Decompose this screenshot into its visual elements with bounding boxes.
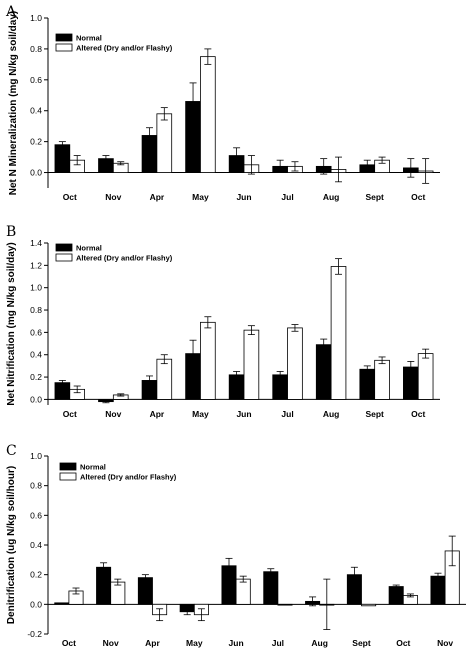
y-tick-label: 0.0 [30,394,42,404]
x-tick-label: Nov [105,409,121,419]
x-tick-label: Nov [103,638,119,648]
y-tick-label: 0.8 [30,481,42,491]
legend-label-altered: Altered (Dry and/or Flashy) [76,44,173,53]
y-tick-label: 1.4 [30,238,42,248]
y-tick-label: 0.8 [30,44,42,54]
bar-altered [200,56,216,173]
bar-altered [200,321,216,400]
legend-swatch-normal [59,462,77,471]
x-tick-label: Jul [281,192,293,202]
x-tick-label: Oct [396,638,410,648]
x-tick-label: Jun [236,192,251,202]
legend-label-normal: Normal [80,463,106,472]
y-tick-label: 1.0 [30,13,42,23]
bar-altered [243,329,260,400]
x-tick-label: Oct [411,409,425,419]
bar-altered [417,353,434,400]
x-tick-label: Oct [62,638,76,648]
x-tick-label: Aug [323,192,340,202]
y-tick-label: 0.0 [30,599,42,609]
y-tick-label: 1.0 [30,451,42,461]
bar-altered [330,266,347,400]
x-tick-label: Aug [323,409,340,419]
x-tick-label: Apr [145,638,160,648]
y-tick-label: 0.6 [30,75,42,85]
bar-altered [361,603,377,607]
y-tick-label: 0.2 [30,570,42,580]
x-tick-label: Oct [63,409,77,419]
bar-altered [235,578,251,605]
y-axis-label: Net Nitrification (mg N/kg soil/day) [6,242,17,405]
x-tick-label: Jun [229,638,244,648]
y-tick-label: 0.0 [30,168,42,178]
x-tick-label: Nov [437,638,453,648]
panel-label: C [6,443,17,459]
x-tick-label: Jun [236,409,251,419]
bar-normal [137,577,153,605]
bar-altered [287,327,303,400]
y-tick-label: 0.8 [30,305,42,315]
x-tick-label: May [192,192,209,202]
legend-label-normal: Normal [76,34,102,43]
y-tick-label: 0.4 [30,540,42,550]
bar-altered [156,113,173,173]
x-tick-label: May [192,409,209,419]
y-tick-label: 0.4 [30,350,42,360]
bar-altered [156,358,173,400]
x-tick-label: Apr [150,192,165,202]
legend-label-altered: Altered (Dry and/or Flashy) [80,473,177,482]
legend-swatch-normal [55,243,73,252]
x-tick-label: Apr [150,409,165,419]
bar-normal [388,586,404,605]
bar-altered [277,603,293,606]
bar-normal [430,575,446,605]
panel-label: A [5,4,17,20]
bar-normal [96,566,112,605]
x-tick-label: Jul [281,409,293,419]
bar-altered [374,359,390,400]
chart-panel-c: C -0.2 0.0 0.2 0.4 0.6 0.8 1.0 Denitrification (… [6,443,466,648]
x-tick-label: Oct [411,192,425,202]
y-tick-label: 1.0 [30,283,42,293]
y-axis-label: Net N Mineralization (mg N/kg soil/day) [8,11,19,195]
y-tick-label: 0.6 [30,510,42,520]
legend-label-altered: Altered (Dry and/or Flashy) [76,254,173,263]
legend-swatch-altered [59,472,77,481]
x-tick-label: Sept [352,638,371,648]
legend-swatch-altered [55,253,73,262]
y-tick-label: 0.4 [30,106,42,116]
chart-panel-b: B 0.0 0.2 0.4 0.6 0.8 1.0 1.2 1.4 Net Nitrificati… [6,224,440,419]
legend-swatch-altered [55,43,73,52]
x-tick-label: Aug [311,638,328,648]
bar-normal [359,368,376,400]
legend-swatch-normal [55,33,73,42]
panel-label: B [6,224,16,240]
y-tick-label: -0.2 [27,629,42,639]
x-tick-label: Nov [105,192,121,202]
bar-normal [54,602,70,605]
bar-normal [315,344,332,400]
y-tick-label: 0.6 [30,327,42,337]
bar-normal [54,144,71,173]
chart-panel-a: A 0.0 0.2 0.4 0.6 0.8 1.0 Net N Mineralization … [5,4,440,202]
x-tick-label: Oct [63,192,77,202]
x-tick-label: Sept [365,192,384,202]
y-tick-label: 0.2 [30,372,42,382]
x-tick-label: Jul [272,638,284,648]
bar-normal [263,571,279,605]
y-tick-label: 1.2 [30,260,42,270]
y-axis-label: Denitrification (ug N/kg soil/hour) [6,466,17,624]
x-tick-label: Sept [365,409,384,419]
y-tick-label: 0.2 [30,137,42,147]
x-tick-label: May [186,638,203,648]
legend-label-normal: Normal [76,244,102,253]
